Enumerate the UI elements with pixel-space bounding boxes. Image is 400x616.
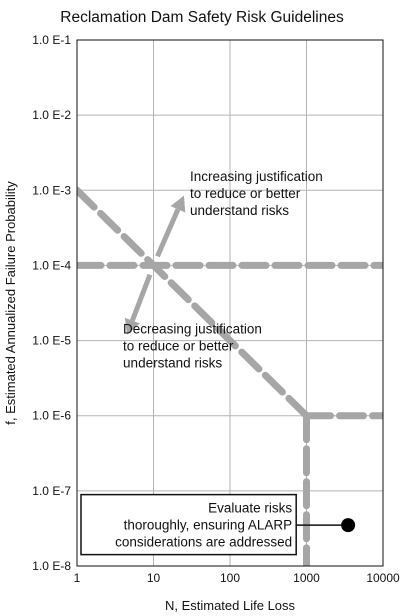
- y-tick-label: 1.0 E-1: [32, 33, 71, 47]
- annotation-line: Evaluate risks: [208, 501, 292, 516]
- y-tick-label: 1.0 E-7: [32, 484, 71, 498]
- x-tick-label: 100: [220, 571, 240, 585]
- y-tick-label: 1.0 E-5: [32, 334, 71, 348]
- x-tick-label: 10: [147, 571, 161, 585]
- annotation-line: considerations are addressed: [115, 535, 292, 550]
- guideline-series: [77, 186, 310, 420]
- plot-frame: [76, 39, 384, 567]
- y-axis-label: f, Estimated Annualized Failure Probabil…: [3, 181, 18, 425]
- annotation: Decreasing justification to reduce or bet…: [123, 321, 262, 370]
- x-tick-label: 1000: [293, 571, 320, 585]
- y-tick-label: 1.0 E-6: [32, 409, 71, 423]
- annotation-line: understand risks: [123, 355, 222, 370]
- alarp-callout: Evaluate risks thoroughly, ensuring ALARP…: [80, 493, 297, 556]
- annotation-line: understand risks: [190, 203, 289, 218]
- grid-layer: [76, 39, 384, 567]
- annotation-line: Increasing justification: [190, 169, 323, 184]
- annotation-line: thoroughly, ensuring ALARP: [124, 518, 293, 533]
- chart-title: Reclamation Dam Safety Risk Guidelines: [60, 9, 344, 26]
- marker-dot: [341, 518, 356, 533]
- annotation-layer: Increasing justification to reduce or bet…: [80, 169, 356, 556]
- x-axis-label: N, Estimated Life Loss: [165, 598, 296, 613]
- tick-layer: 1 10 100 1000 10000 1.0 E-1 1.0 E-2 1.0 E-3 1.0 …: [32, 33, 400, 585]
- annotation-line: to reduce or better: [123, 338, 234, 353]
- y-tick-label: 1.0 E-2: [32, 108, 71, 122]
- annotation-line: to reduce or better: [190, 186, 301, 201]
- direction-arrow: [124, 273, 153, 335]
- x-tick-label: 1: [74, 571, 81, 585]
- direction-arrow: [155, 195, 186, 258]
- y-tick-label: 1.0 E-3: [32, 183, 71, 197]
- annotation-line: Decreasing justification: [123, 321, 262, 336]
- x-tick-label: 10000: [366, 571, 400, 585]
- series-layer: [77, 186, 383, 566]
- annotation: Increasing justification to reduce or bet…: [190, 169, 323, 218]
- arrow-layer: [124, 195, 186, 335]
- y-tick-label: 1.0 E-8: [32, 559, 71, 573]
- y-tick-label: 1.0 E-4: [32, 258, 71, 272]
